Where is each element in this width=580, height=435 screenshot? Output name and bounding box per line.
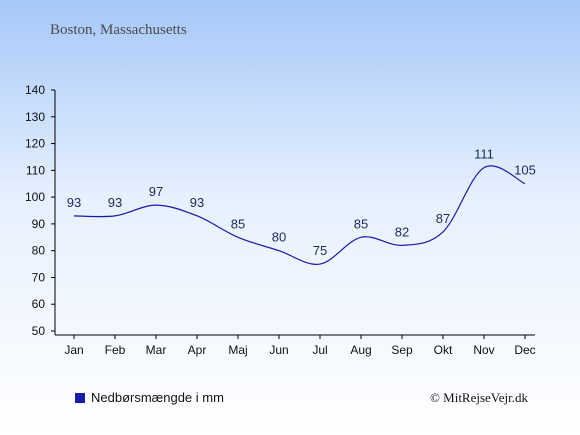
x-tick-label: Sep [391, 343, 413, 357]
y-tick-label: 60 [32, 297, 46, 311]
y-tick-label: 110 [26, 163, 45, 177]
data-label: 105 [514, 163, 536, 178]
x-tick-label: Mar [146, 343, 167, 357]
x-tick-label: Jul [312, 343, 327, 357]
data-label: 93 [67, 195, 81, 210]
y-tick-label: 70 [32, 270, 46, 284]
y-tick-label: 100 [25, 190, 45, 204]
x-tick-label: Okt [434, 343, 453, 357]
data-label: 111 [474, 147, 494, 162]
x-tick-label: Jan [64, 343, 83, 357]
x-tick-label: Dec [514, 343, 535, 357]
y-tick-label: 90 [32, 217, 46, 231]
data-label: 80 [272, 230, 286, 245]
data-label: 85 [231, 216, 245, 231]
x-tick-label: Aug [350, 343, 371, 357]
data-labels: 93 93 97 93 85 80 75 85 82 87 111 105 [67, 147, 536, 258]
data-label: 82 [395, 224, 409, 239]
legend-swatch [75, 392, 85, 403]
series-line [73, 165, 526, 265]
data-label: 93 [190, 195, 204, 210]
data-label: 87 [436, 211, 450, 226]
x-tick-label: Jun [269, 343, 288, 357]
axes: 50 60 70 80 90 100 110 120 130 140 Jan Feb Mar Apr Maj… [25, 83, 536, 357]
legend-label: Nedbørsmængde i mm [91, 390, 224, 405]
y-tick-label: 140 [25, 83, 45, 97]
y-tick-label: 80 [32, 244, 46, 258]
x-tick-label: Feb [105, 343, 126, 357]
chart-title: Boston, Massachusetts [50, 22, 187, 38]
y-tick-label: 120 [25, 137, 45, 151]
y-tick-label: 130 [25, 110, 45, 124]
x-tick-label: Apr [188, 343, 207, 357]
data-label: 85 [354, 216, 368, 231]
series-layer [73, 165, 526, 265]
data-label: 97 [149, 184, 163, 199]
y-tick-label: 50 [32, 324, 46, 338]
data-label: 75 [313, 243, 327, 258]
legend: Nedbørsmængde i mm [75, 390, 224, 405]
credit-text: © MitRejseVejr.dk [430, 390, 528, 405]
data-label: 93 [108, 195, 122, 210]
x-tick-label: Maj [228, 343, 247, 357]
x-tick-label: Nov [473, 343, 494, 357]
